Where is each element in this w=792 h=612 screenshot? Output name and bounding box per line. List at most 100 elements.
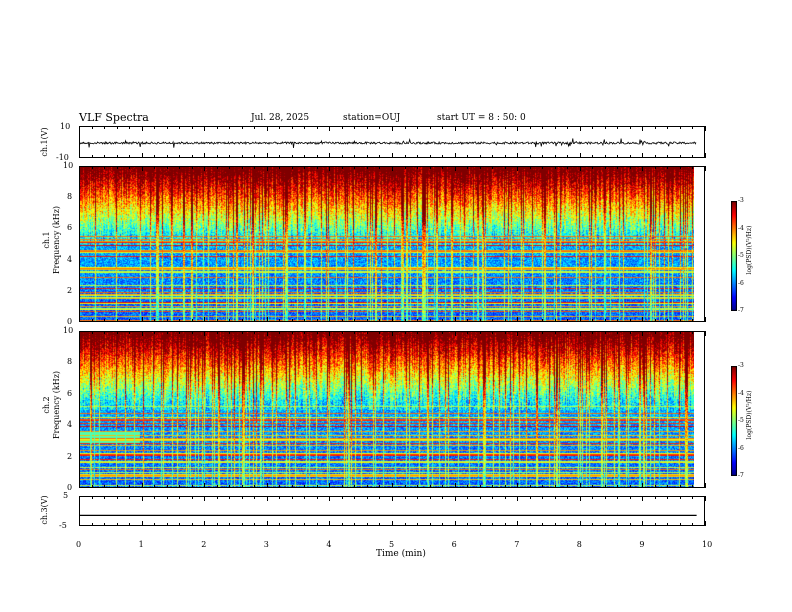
ch3-x-tickmark [567, 496, 569, 499]
spec2-x-tickmark [91, 331, 93, 334]
ch1-x-tickmark [254, 155, 256, 158]
spec1-x-tickmark [291, 319, 293, 322]
ch3-x-tickmark [79, 496, 80, 501]
ch1-x-tickmark [604, 155, 606, 158]
spec2-x-tickmark [642, 331, 644, 336]
ch1-x-tickmark [291, 155, 293, 158]
spec2-x-tickmark [254, 485, 256, 488]
x-axis-label: Time (min) [376, 549, 426, 559]
spec1-x-tickmark [479, 319, 481, 322]
ch1-x-tickmark [379, 126, 381, 129]
ch3-x-tickmark [542, 523, 544, 526]
spec1-x-tickmark [254, 166, 256, 169]
spec1-x-tickmark [654, 319, 656, 322]
spec1-x-tickmark [354, 166, 356, 169]
ch1-x-tickmark [417, 126, 419, 129]
ch1-spectrogram-canvas [80, 167, 694, 321]
ch1-x-tickmark [417, 155, 419, 158]
ch1-x-tickmark [517, 153, 519, 158]
spec1-x-tickmark [667, 319, 669, 322]
spec2-x-tickmark [542, 485, 544, 488]
ch1-x-tickmark [129, 126, 131, 129]
spec2-x-tickmark [241, 485, 243, 488]
spec1-x-tickmark [579, 166, 581, 171]
ch3-x-tickmark [617, 523, 619, 526]
ch3-x-tickmark [291, 523, 293, 526]
ch3-x-tickmark [705, 496, 706, 501]
ch3-x-tickmark [392, 521, 393, 526]
ch1-x-tickmark [154, 126, 156, 129]
spec2-x-tickmark [479, 331, 481, 334]
ch3-x-tickmark [104, 523, 106, 526]
ch3-x-tickmark [354, 523, 356, 526]
spec1-x-tickmark [304, 166, 306, 169]
spec2-x-tickmark [542, 331, 544, 334]
ch3-x-tickmark [504, 496, 506, 499]
ch1-x-tickmark [291, 126, 293, 129]
ch3-x-tickmark [166, 523, 168, 526]
spec1-x-tickmark [467, 319, 469, 322]
ch1-x-tickmark [529, 126, 531, 129]
spec1-x-tickmark [404, 319, 406, 322]
ch3-x-tickmark [179, 496, 181, 499]
ch3-x-tickmark [429, 523, 431, 526]
spec1-x-tickmark [341, 319, 343, 322]
spec1-x-tickmark [642, 317, 644, 322]
spec2-x-tickmark [404, 331, 406, 334]
spec1-x-tickmark [279, 166, 281, 169]
spec2-x-tickmark [604, 485, 606, 488]
spec1-x-tickmark [366, 166, 368, 169]
ch3-x-tickmark [329, 496, 331, 501]
spec1-x-tickmark [617, 166, 619, 169]
ch1-x-tickmark [517, 126, 519, 131]
ch1-x-tickmark [579, 126, 581, 131]
spec1-x-tickmark [266, 166, 268, 171]
spec1-x-tickmark [592, 166, 594, 169]
ch3-x-tickmark [191, 523, 193, 526]
spec2-x-tickmark [417, 485, 419, 488]
ch3-x-tickmark [166, 496, 168, 499]
ch1-x-tickmark [654, 126, 656, 129]
spec2-x-tickmark [504, 485, 506, 488]
ch1-x-tickmark [479, 155, 481, 158]
spec2-x-tickmark [692, 485, 694, 488]
ch1-x-tickmark [567, 155, 569, 158]
spec2-x-tickmark [304, 331, 306, 334]
freq-tick-label: 8 [67, 192, 73, 202]
ch1-x-tickmark [341, 126, 343, 129]
spec1-x-tickmark [216, 319, 218, 322]
spec1-x-tickmark [579, 317, 581, 322]
date-label: Jul. 28, 2025 [251, 113, 310, 123]
spec1-x-tickmark [91, 319, 93, 322]
ch3-x-tickmark [517, 496, 519, 501]
ch3-x-tickmark [341, 523, 343, 526]
spec2-x-tickmark [404, 485, 406, 488]
spec1-x-tickmark [429, 166, 431, 169]
spec2-x-tickmark [354, 331, 356, 334]
spec2-x-tickmark [592, 331, 594, 334]
ch3-x-tickmark [517, 521, 519, 526]
spec1-x-tickmark [191, 166, 193, 169]
ch1-x-tickmark [191, 126, 193, 129]
ch3-x-tickmark [91, 496, 93, 499]
spec2-x-tickmark [191, 331, 193, 334]
colorbar-tick-label: -4 [738, 224, 744, 232]
spec1-x-tickmark [379, 166, 381, 169]
spec1-x-tickmark [567, 319, 569, 322]
start-time-label: start UT = 8 : 50: 0 [437, 113, 526, 123]
ch3-x-tickmark [254, 523, 256, 526]
station-label: station=OUJ [343, 113, 401, 123]
ch3-x-tickmark [241, 496, 243, 499]
spec2-x-tickmark [417, 331, 419, 334]
ch1-colorbar [731, 201, 737, 311]
ch3-x-tickmark [504, 523, 506, 526]
spec2-x-tickmark [129, 331, 131, 334]
ch3-x-tickmark [429, 496, 431, 499]
ch1-x-tickmark [617, 126, 619, 129]
freq-tick-label: 6 [67, 223, 73, 233]
ch1-x-tickmark [204, 126, 206, 131]
ch1-x-tickmark [354, 126, 356, 129]
spec2-x-tickmark [304, 485, 306, 488]
ch1-x-tickmark [104, 155, 106, 158]
spec1-x-tickmark [204, 317, 206, 322]
